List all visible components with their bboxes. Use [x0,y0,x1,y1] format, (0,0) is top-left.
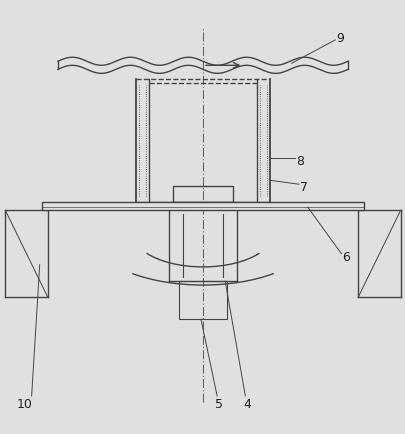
Bar [42,203,363,211]
Text: 6: 6 [341,251,349,264]
Text: 10: 10 [17,398,32,411]
Text: 4: 4 [243,398,251,411]
Text: 5: 5 [215,398,222,411]
Text: 8: 8 [295,154,303,167]
Text: 7: 7 [299,181,307,193]
Bar [178,281,227,319]
Text: 9: 9 [335,32,343,44]
Bar [173,187,232,203]
